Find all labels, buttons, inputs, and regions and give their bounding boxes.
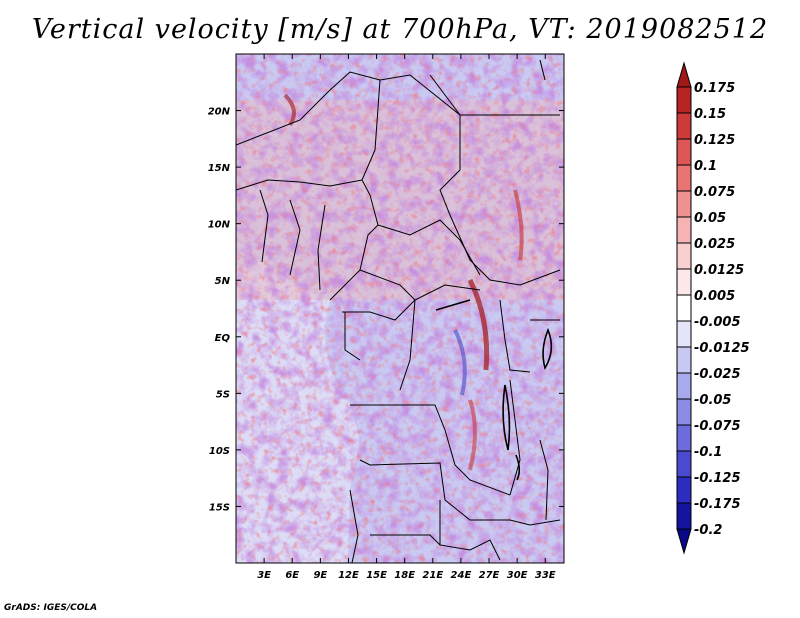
lon-tick-label: 6E — [285, 570, 299, 581]
colorbar-segment — [676, 346, 692, 374]
colorbar-segment — [676, 372, 692, 400]
colorbar-label: -0.125 — [694, 471, 741, 486]
colorbar-segment — [676, 164, 692, 192]
lon-tick-label: 3E — [257, 570, 271, 581]
lon-tick-label: 33E — [535, 570, 556, 581]
colorbar-label: -0.2 — [694, 523, 722, 538]
colorbar-label: 0.05 — [694, 211, 726, 226]
colorbar-segment — [676, 424, 692, 452]
lon-tick-label: 21E — [422, 570, 443, 581]
colorbar-label: 0.075 — [694, 185, 735, 200]
colorbar-segment — [676, 190, 692, 218]
country-borders — [236, 59, 561, 563]
lat-tick-label: 15N — [208, 163, 231, 174]
colorbar-label: 0.1 — [694, 159, 717, 174]
colorbar-segment — [676, 398, 692, 426]
colorbar-label: 0.0125 — [694, 263, 744, 278]
colorbar-segment — [676, 216, 692, 244]
lon-tick-label: 12E — [338, 570, 359, 581]
colorbar-label: -0.005 — [694, 315, 741, 330]
colorbar-label: -0.1 — [694, 445, 722, 460]
footer-credit: GrADS: IGES/COLA — [4, 603, 98, 613]
lon-tick-label: 15E — [366, 570, 387, 581]
colorbar-segment — [676, 476, 692, 504]
colorbar-segment — [676, 294, 692, 322]
lat-tick-label: 10N — [208, 220, 231, 231]
lon-tick-label: 24E — [451, 570, 472, 581]
map-frame — [235, 53, 565, 564]
colorbar-segment — [676, 112, 692, 140]
colorbar-label: -0.0125 — [694, 341, 750, 356]
chart-title: Vertical velocity [m/s] at 700hPa, VT: 2… — [31, 14, 769, 45]
lat-tick-label: 5N — [215, 276, 231, 287]
colorbar-segment — [676, 138, 692, 166]
lon-tick-label: 27E — [479, 570, 500, 581]
colorbar-segment — [676, 502, 692, 530]
velocity-field — [236, 54, 564, 563]
lon-tick-label: 18E — [394, 570, 415, 581]
lat-tick-label: 20N — [208, 107, 231, 118]
longitude-axis: 3E 6E 9E 12E 15E 18E 21E 24E 27E 30E 33E — [257, 54, 556, 581]
lat-tick-label: EQ — [215, 333, 231, 344]
colorbar-label: -0.175 — [694, 497, 741, 512]
colorbar-label: 0.15 — [694, 107, 726, 122]
colorbar-segment — [676, 242, 692, 270]
colorbar-top-arrow — [676, 61, 692, 88]
colorbar-label: 0.125 — [694, 133, 735, 148]
lat-tick-label: 15S — [209, 502, 230, 513]
colorbar-label: -0.075 — [694, 419, 741, 434]
colorbar-label: 0.025 — [694, 237, 735, 252]
lat-tick-label: 5S — [216, 389, 230, 400]
colorbar-label: -0.025 — [694, 367, 741, 382]
colorbar-label: 0.005 — [694, 289, 735, 304]
colorbar-bottom-arrow — [676, 528, 692, 555]
colorbar-label: -0.05 — [694, 393, 731, 408]
colorbar: 0.175 0.15 0.125 0.1 0.075 0.05 0.025 0.0125 0.0… — [676, 61, 750, 555]
colorbar-segment — [676, 320, 692, 348]
lon-tick-label: 30E — [507, 570, 528, 581]
colorbar-label: 0.175 — [694, 81, 735, 96]
colorbar-segment — [676, 86, 692, 114]
colorbar-segment — [676, 268, 692, 296]
lon-tick-label: 9E — [313, 570, 327, 581]
colorbar-segment — [676, 450, 692, 478]
latitude-axis: 20N 15N 10N 5N EQ 5S 10S 15S — [208, 107, 564, 513]
lat-tick-label: 10S — [209, 446, 230, 457]
